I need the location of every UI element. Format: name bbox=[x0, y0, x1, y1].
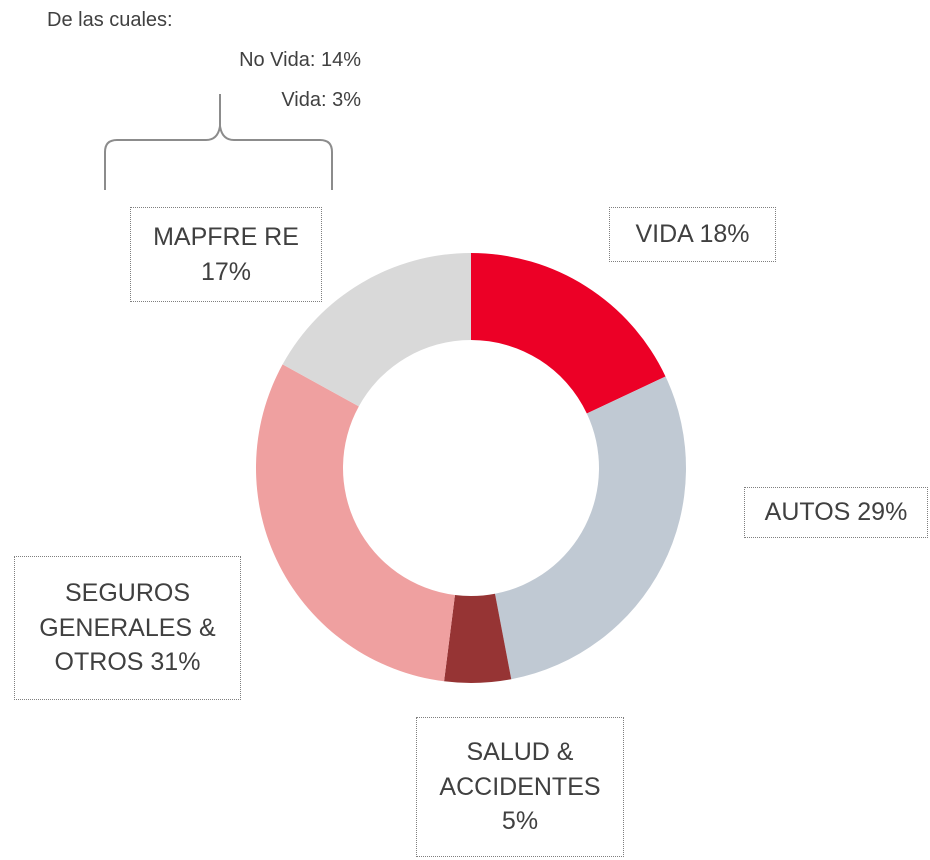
donut-slice bbox=[444, 593, 512, 683]
category-label: VIDA bbox=[635, 220, 693, 249]
label-text: MAPFRE RE 17% bbox=[139, 220, 313, 289]
annotation: De las cuales: bbox=[47, 9, 173, 31]
category-label: MAPFRE RE bbox=[153, 223, 299, 251]
donut-slice bbox=[255, 364, 455, 682]
label-text: VIDA 18% bbox=[636, 217, 750, 252]
annotation: No Vida: 14% bbox=[239, 49, 361, 71]
label-text: AUTOS 29% bbox=[765, 495, 908, 530]
value-label: 31% bbox=[150, 648, 201, 677]
value-label: 5% bbox=[501, 807, 539, 836]
category-label: SALUD & ACCIDENTES bbox=[439, 738, 601, 801]
label-text: SEGUROS GENERALES & OTROS 31% bbox=[23, 576, 232, 680]
category-label: SEGUROS GENERALES & OTROS bbox=[39, 579, 216, 677]
value-label: 17% bbox=[200, 257, 252, 286]
data-label: AUTOS 29% bbox=[744, 487, 928, 538]
bracket bbox=[104, 94, 333, 190]
donut-slice bbox=[494, 376, 686, 680]
category-label: AUTOS bbox=[764, 498, 851, 527]
data-label: SEGUROS GENERALES & OTROS 31% bbox=[14, 556, 241, 700]
annotation: Vida: 3% bbox=[281, 89, 361, 111]
data-label: SALUD & ACCIDENTES 5% bbox=[416, 717, 624, 857]
label-text: SALUD & ACCIDENTES 5% bbox=[425, 735, 615, 839]
value-label: 18% bbox=[699, 220, 750, 249]
data-label: VIDA 18% bbox=[609, 207, 776, 262]
donut-slice bbox=[282, 253, 471, 407]
donut-slice bbox=[471, 253, 666, 414]
value-label: 29% bbox=[857, 498, 908, 527]
data-label: MAPFRE RE 17% bbox=[130, 207, 322, 302]
